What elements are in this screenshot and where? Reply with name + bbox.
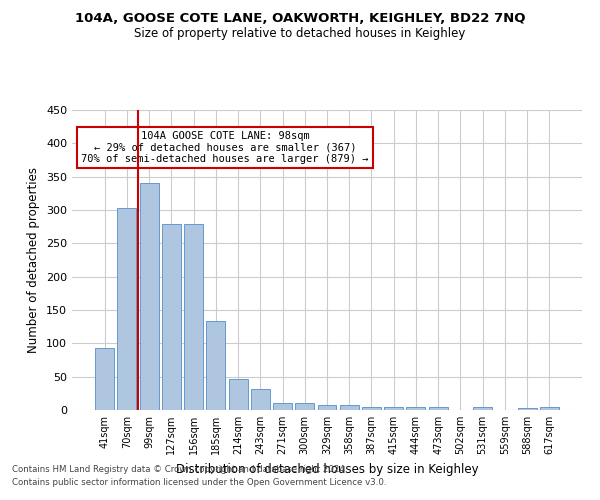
Text: 104A, GOOSE COTE LANE, OAKWORTH, KEIGHLEY, BD22 7NQ: 104A, GOOSE COTE LANE, OAKWORTH, KEIGHLE… (75, 12, 525, 26)
Bar (95, 348, 114, 410)
X-axis label: Distribution of detached houses by size in Keighley: Distribution of detached houses by size … (176, 462, 478, 475)
Bar (295, 404, 314, 410)
Text: Contains HM Land Registry data © Crown copyright and database right 2024.: Contains HM Land Registry data © Crown c… (12, 466, 347, 474)
Bar (340, 404, 359, 410)
Bar (229, 378, 248, 410)
Text: Size of property relative to detached houses in Keighley: Size of property relative to detached ho… (134, 28, 466, 40)
Bar (140, 184, 158, 410)
Bar (251, 388, 270, 410)
Bar (406, 406, 425, 410)
Bar (429, 408, 448, 410)
Bar (540, 408, 559, 410)
Bar (362, 406, 381, 410)
Bar (184, 224, 203, 410)
Text: Contains public sector information licensed under the Open Government Licence v3: Contains public sector information licen… (12, 478, 386, 487)
Bar (273, 404, 292, 410)
Bar (384, 406, 403, 410)
Y-axis label: Number of detached properties: Number of detached properties (28, 167, 40, 353)
Text: 104A GOOSE COTE LANE: 98sqm
← 29% of detached houses are smaller (367)
70% of se: 104A GOOSE COTE LANE: 98sqm ← 29% of det… (81, 131, 369, 164)
Bar (473, 408, 492, 410)
Bar (317, 404, 337, 410)
Bar (118, 208, 136, 410)
Bar (206, 320, 225, 410)
Bar (162, 224, 181, 410)
Bar (518, 408, 536, 410)
